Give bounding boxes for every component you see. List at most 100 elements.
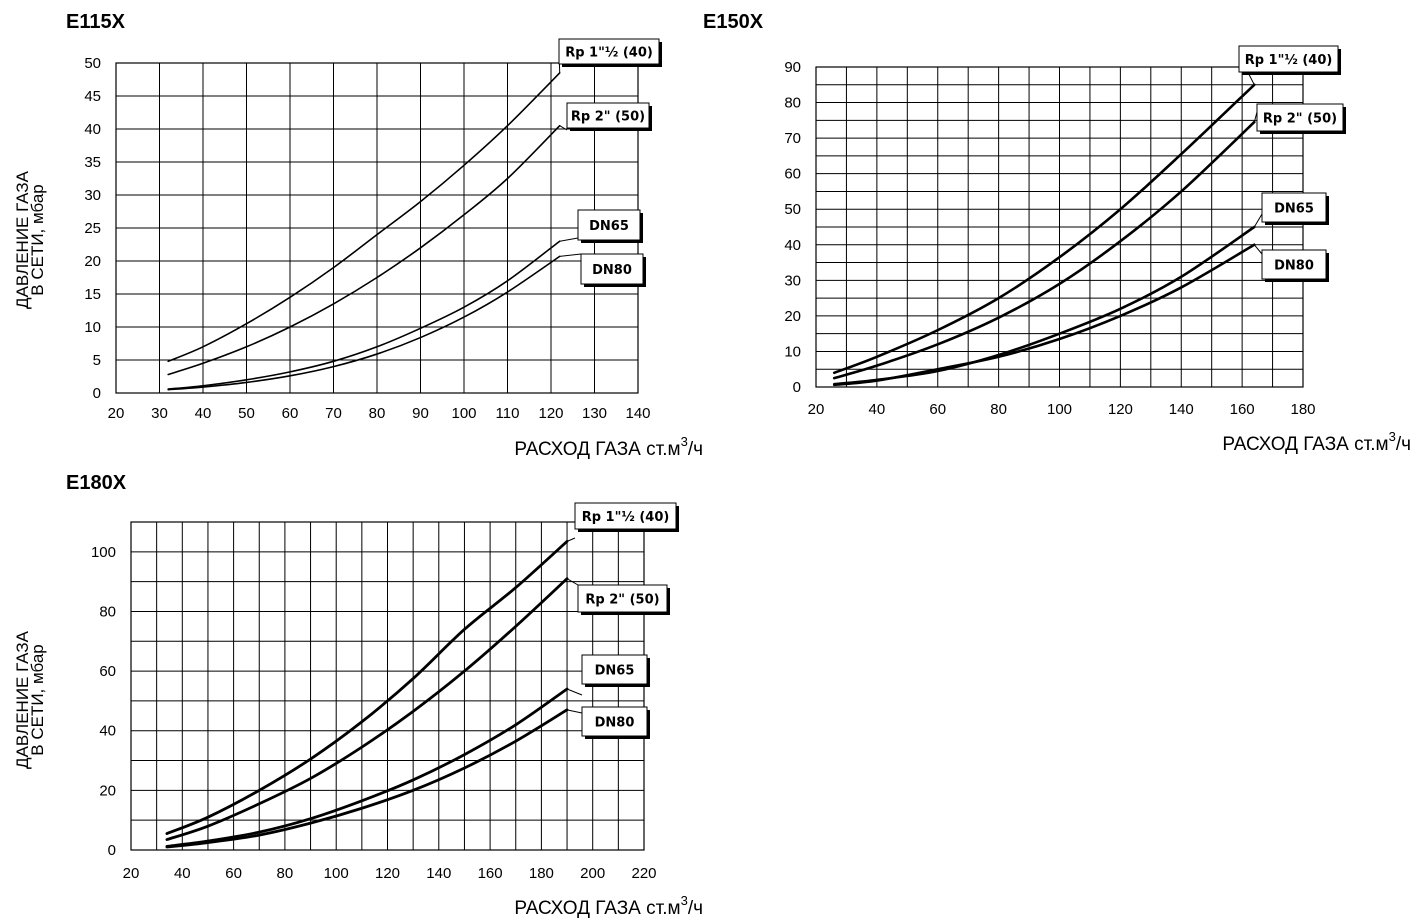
x-tick-label: 90: [412, 405, 429, 422]
legend-leader-line: [559, 253, 582, 257]
legend-box: [1261, 192, 1327, 223]
series-line-rp-1-40: [167, 72, 561, 363]
legend-label: DN65: [1274, 202, 1314, 217]
legend-rp-2-50: Rp 2" (50): [559, 102, 652, 131]
y-tick-label: 60: [784, 166, 801, 183]
legend-rp-2-50: Rp 2" (50): [1253, 103, 1346, 134]
legend-label: Rp 1"½ (40): [582, 510, 670, 525]
y-tick-label: 0: [108, 842, 116, 859]
x-tick-label: 60: [282, 405, 299, 422]
legend-rp-2-50: Rp 2" (50): [566, 578, 670, 615]
legend-label: Rp 2" (50): [585, 593, 659, 608]
series-line-dn80: [832, 243, 1256, 387]
y-tick-label: 0: [793, 379, 801, 396]
legend-label: DN80: [1274, 259, 1314, 274]
chart-e180x: E180X 20 40 60 80 100 120 140 160 180 200 220 0 20 40 6…: [13, 472, 703, 919]
y-tick-label: 45: [84, 88, 101, 105]
x-tick-label: 110: [496, 405, 520, 422]
x-tick-label: 60: [225, 865, 242, 882]
legend-label: DN65: [595, 664, 635, 679]
y-tick-label: 10: [784, 343, 801, 360]
x-tick-label: 220: [631, 865, 656, 882]
series-line-dn65: [167, 240, 561, 390]
x-tick-label: 80: [990, 401, 1007, 418]
y-tick-label: 0: [93, 385, 101, 402]
y-tick-label: 100: [91, 544, 116, 561]
y-tick-label: 60: [99, 663, 116, 680]
x-tick-label: 40: [195, 405, 212, 422]
chart-e115x: E115X 20 30 40 50 60 70 80 90 100 110 120 130 140 0 5 10…: [13, 11, 703, 460]
x-tick-label: 50: [238, 405, 255, 422]
x-tick-label: 140: [625, 405, 650, 422]
x-tick-label: 20: [123, 865, 140, 882]
legend-leader-line: [566, 578, 579, 586]
legend-dn80: DN80: [1253, 244, 1329, 282]
legend-box: [574, 502, 677, 530]
legend-dn65: DN65: [566, 654, 650, 696]
series-line-rp-2-50: [165, 577, 569, 841]
y-tick-label: 35: [84, 154, 101, 171]
x-tick-label: 160: [478, 865, 503, 882]
legend-leader-line: [566, 537, 576, 542]
x-tick-label: 20: [808, 401, 825, 418]
legend-label: DN80: [595, 716, 635, 731]
series-line-dn80: [165, 708, 569, 849]
x-tick-label: 40: [174, 865, 191, 882]
series-line-rp-2-50: [832, 120, 1256, 380]
x-tick-label: 120: [1108, 401, 1133, 418]
y-tick-label: 40: [99, 723, 116, 740]
legend-box: [1256, 103, 1344, 132]
legend-dn80: DN80: [559, 253, 646, 287]
legend-leader-line: [566, 688, 583, 696]
plot-border: [815, 66, 1304, 388]
x-tick-label: 140: [426, 865, 451, 882]
chart-e150x: E150X 20 40 60 80 100 120 140 160 180 0 10 20 30 40 50 6…: [703, 11, 1411, 455]
x-tick-label: 80: [277, 865, 294, 882]
x-tick-label: 160: [1230, 401, 1255, 418]
series-line-dn65: [165, 687, 569, 848]
legend-leader-line: [559, 237, 579, 242]
legend-box: [580, 253, 644, 285]
x-tick-label: 130: [582, 405, 607, 422]
legend-rp-1-40: Rp 1"½ (40): [1238, 45, 1341, 86]
series-line-dn80: [167, 255, 561, 391]
y-tick-label: 40: [784, 237, 801, 254]
legend-label: Rp 2" (50): [571, 110, 645, 125]
x-axis-label: РАСХОД ГАЗА ст.м3/ч: [514, 893, 703, 919]
x-tick-label: 180: [1290, 401, 1315, 418]
y-axis-label: ДАВЛЕНИЕ ГАЗАВ СЕТИ, мбар: [13, 170, 47, 309]
grid: [115, 62, 639, 394]
legend-box: [581, 654, 648, 685]
legend-dn65: DN65: [559, 209, 643, 243]
legend-leader-line: [1253, 213, 1263, 228]
legend-label: Rp 2" (50): [1263, 112, 1337, 127]
legend-leader-line: [566, 709, 583, 714]
legend-dn65: DN65: [1253, 192, 1329, 228]
x-tick-label: 180: [529, 865, 554, 882]
legend-rp-1-40: Rp 1"½ (40): [558, 38, 662, 73]
y-tick-label: 20: [784, 308, 801, 325]
legend-box: [581, 706, 648, 737]
y-tick-label: 50: [784, 201, 801, 218]
x-tick-label: 120: [375, 865, 400, 882]
y-tick-label: 30: [784, 272, 801, 289]
y-tick-label: 5: [93, 352, 101, 369]
legend-leader-line: [559, 125, 568, 131]
x-tick-label: 30: [151, 405, 168, 422]
x-tick-label: 120: [538, 405, 563, 422]
y-tick-label: 90: [784, 59, 801, 76]
y-tick-label: 70: [784, 130, 801, 147]
series-line-rp-1-40: [165, 539, 569, 835]
y-tick-label: 40: [84, 121, 101, 138]
legend-box: [558, 38, 660, 65]
legend-leader-line: [1253, 244, 1263, 255]
x-tick-label: 200: [580, 865, 605, 882]
legend-label: Rp 1"½ (40): [565, 46, 653, 61]
chart-title: E150X: [703, 11, 764, 33]
x-axis-label: РАСХОД ГАЗА ст.м3/ч: [514, 434, 703, 460]
x-tick-label: 80: [369, 405, 386, 422]
y-axis-label: ДАВЛЕНИЕ ГАЗАВ СЕТИ, мбар: [13, 630, 47, 769]
y-tick-label: 20: [99, 782, 116, 799]
legend-box: [1238, 45, 1339, 73]
